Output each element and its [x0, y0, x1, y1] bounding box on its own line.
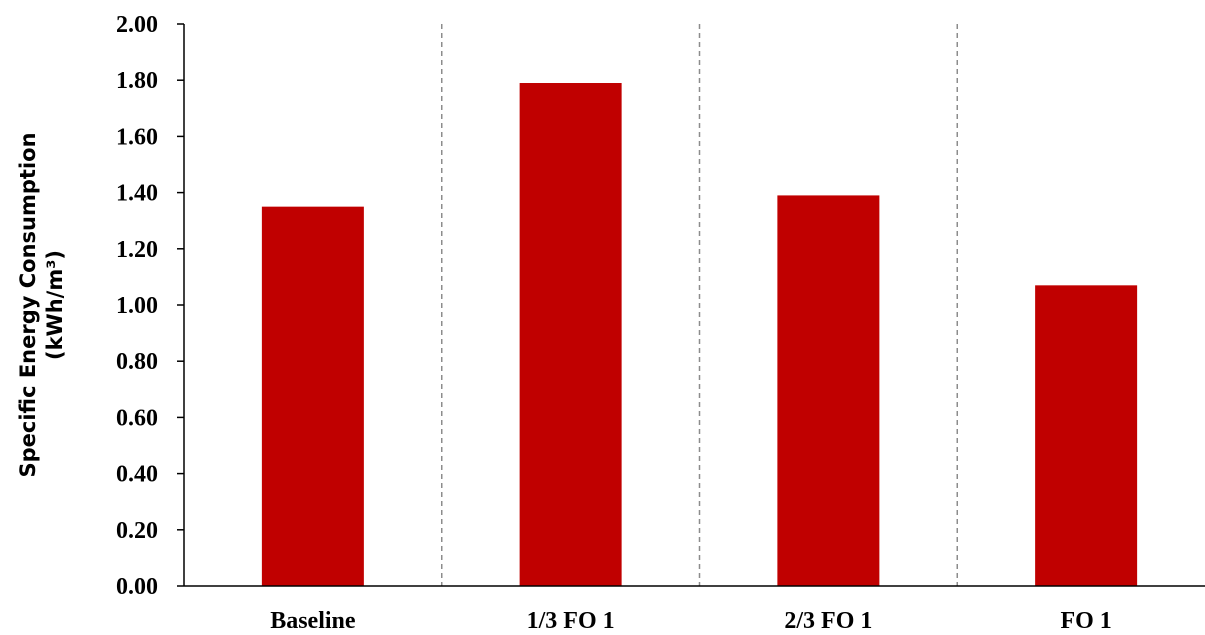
y-tick-label: 0.80 [116, 349, 158, 375]
bar [777, 195, 880, 586]
bar [519, 83, 622, 586]
y-tick-label: 1.60 [116, 124, 158, 150]
x-tick-label: 1/3 FO 1 [527, 608, 615, 634]
y-tick-label: 2.00 [116, 12, 158, 38]
category-separators [441, 24, 958, 586]
x-tick-labels: Baseline 1/3 FO 1 2/3 FO 1 FO 1 [270, 608, 1112, 634]
y-tick-label: 1.20 [116, 237, 158, 263]
y-tick-label: 0.60 [116, 405, 158, 431]
y-tick-label: 0.40 [116, 462, 158, 488]
y-axis-title: Specific Energy Consumption (kWh/m³) [16, 132, 67, 477]
y-axis-title-line2: (kWh/m³) [43, 250, 67, 360]
y-tick-label: 1.00 [116, 293, 158, 319]
y-tick-label: 1.80 [116, 68, 158, 94]
y-ticks: 0.00 0.20 0.40 0.60 0.80 1.00 1.20 1.40 1.60 1.80… [116, 12, 184, 600]
y-tick-label: 0.00 [116, 574, 158, 600]
y-axis-title-line1: Specific Energy Consumption [16, 132, 40, 477]
bar [1035, 285, 1138, 586]
x-tick-label: 2/3 FO 1 [784, 608, 872, 634]
y-tick-label: 0.20 [116, 518, 158, 544]
x-tick-label: FO 1 [1060, 608, 1111, 634]
bar [261, 206, 364, 586]
y-tick-label: 1.40 [116, 181, 158, 207]
bars-group [261, 83, 1138, 586]
x-tick-label: Baseline [270, 608, 356, 634]
